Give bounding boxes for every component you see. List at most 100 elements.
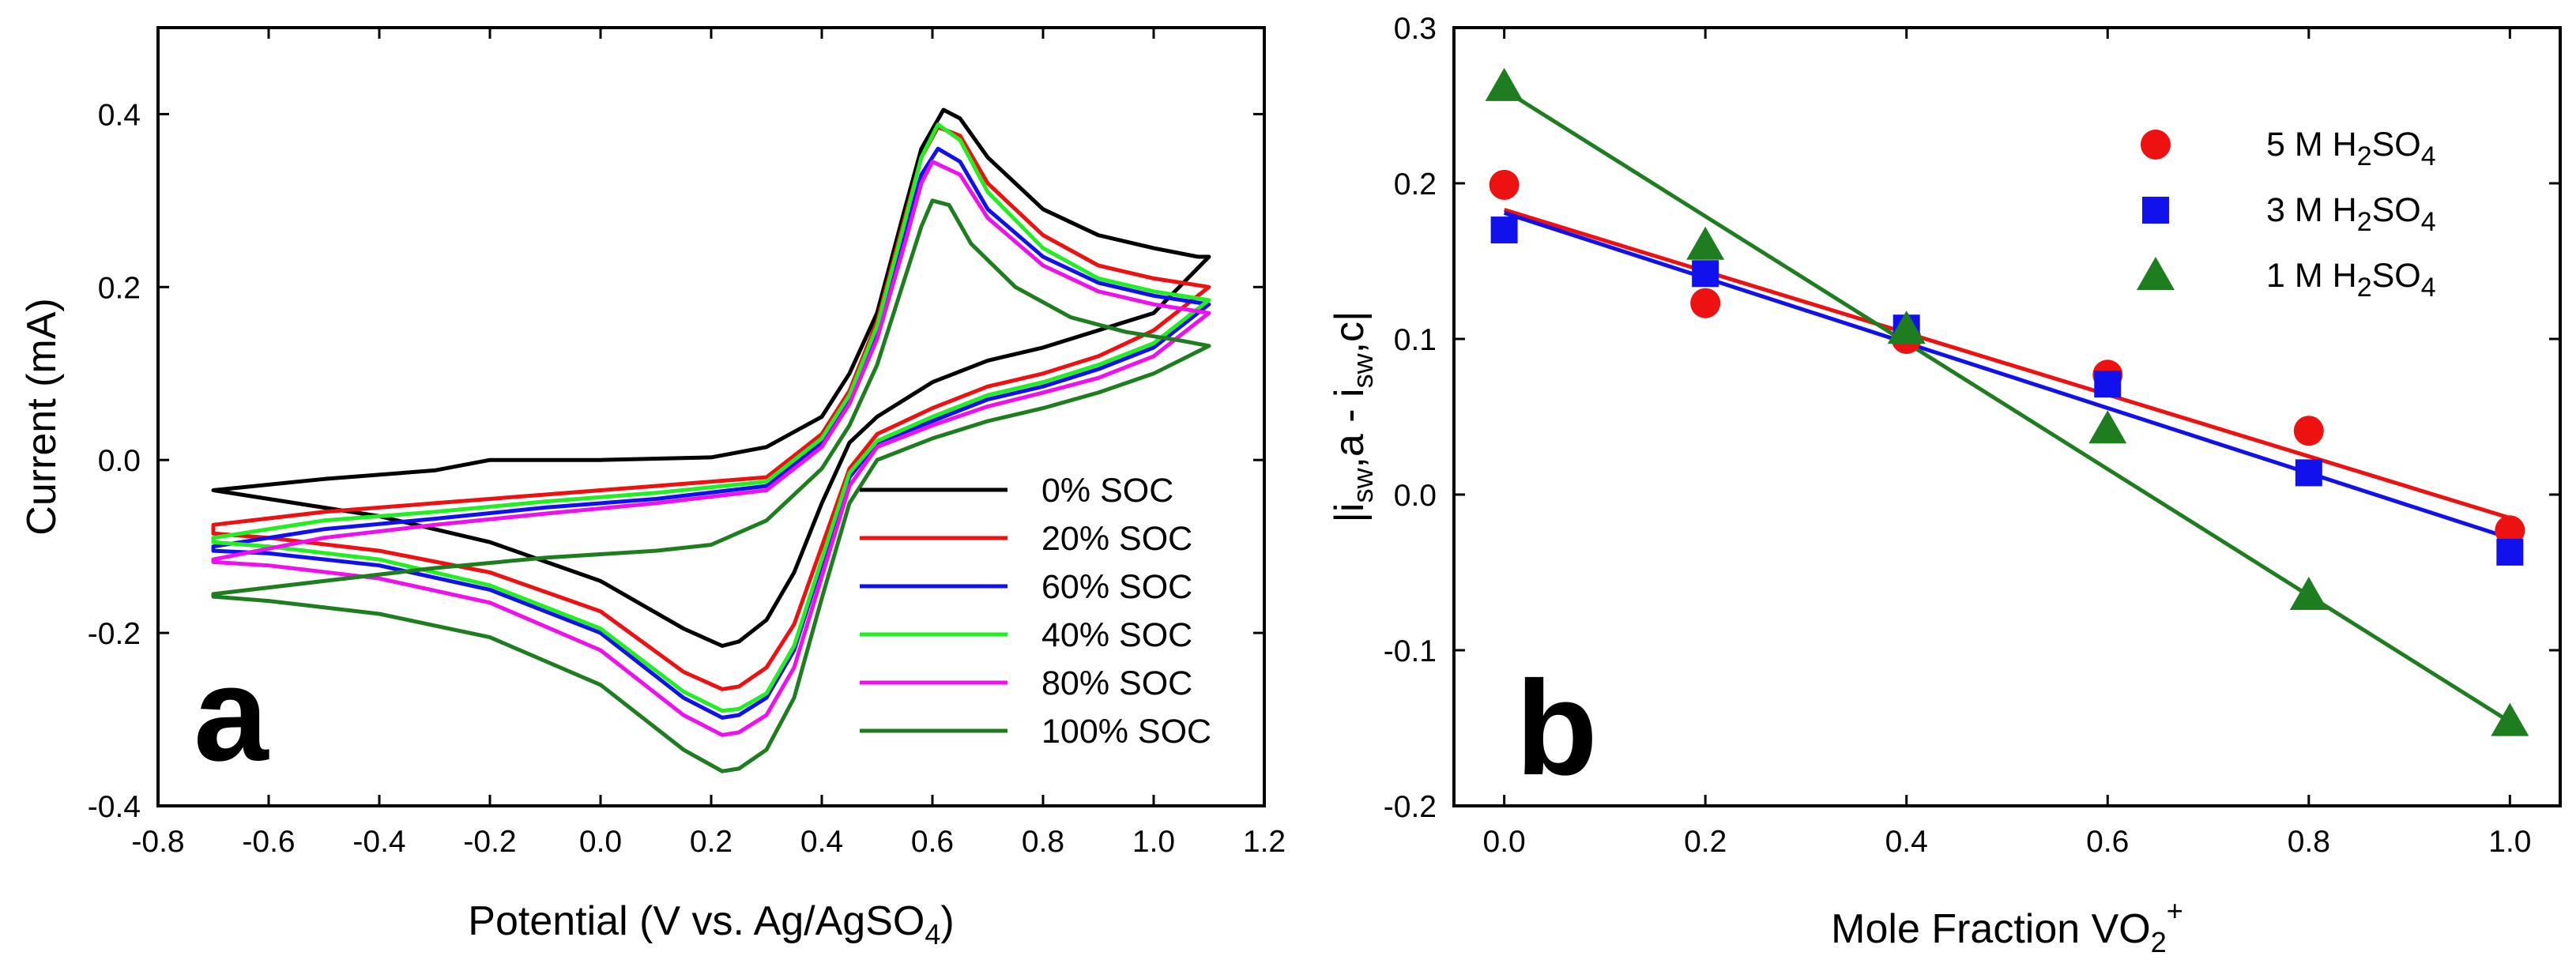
data-point-1-m-h2so4 — [1887, 310, 1926, 344]
panel-b-y-title-part1: |i — [1327, 503, 1373, 523]
data-point-3-m-h2so4 — [2496, 538, 2524, 566]
series-line-60-soc — [211, 146, 1211, 720]
panel-a-x-tick-label: 0.2 — [690, 825, 733, 859]
panel-a-x-tick-label: 0.4 — [800, 825, 843, 859]
legend-label-100-soc: 100% SOC — [1041, 713, 1211, 751]
legend-label-part: 4 — [2421, 207, 2436, 237]
data-point-1-m-h2so4 — [1686, 226, 1725, 260]
panel-b-y-tick-label: 0.1 — [1394, 323, 1437, 357]
panel-b-y-tick-label: 0.2 — [1394, 167, 1437, 201]
panel-a-y-tick-label: 0.4 — [98, 98, 141, 132]
data-point-1-m-h2so4 — [1485, 67, 1523, 101]
panel-b-x-tick-label: 0.8 — [2288, 825, 2330, 859]
panel-a-x-tick-label: 1.2 — [1243, 825, 1286, 859]
panel-b-letter: b — [1516, 653, 1598, 804]
data-point-3-m-h2so4 — [1692, 260, 1719, 288]
panel-a-chart: -0.8 -0.6 -0.4 -0.2 0.0 0.2 0.4 0.6 0.8 1.0 1.2 -0.… — [19, 26, 1286, 950]
legend-label-part: 2 — [2357, 141, 2372, 171]
panel-a-legend: 0% SOC 20% SOC 60% SOC 40% SOC 80% SOC 100% S… — [860, 472, 1211, 751]
data-point-5-m-h2so4 — [2293, 416, 2324, 446]
panel-a-x-tick-label: -0.6 — [242, 825, 295, 859]
panel-a-x-tick-label: 0.8 — [1022, 825, 1064, 859]
data-point-5-m-h2so4 — [1690, 288, 1721, 318]
data-point-1-m-h2so4 — [2491, 702, 2529, 736]
panel-b-x-tick-label: 1.0 — [2488, 825, 2531, 859]
panel-b-y-tick-label: -0.1 — [1384, 634, 1437, 668]
legend-label-3-m-h2so4: 3 M H2SO4 — [2266, 191, 2436, 237]
data-point-1-m-h2so4 — [2088, 410, 2127, 444]
data-point-5-m-h2so4 — [1489, 169, 1520, 200]
panel-b-x-tick-label: 0.2 — [1684, 825, 1727, 859]
data-point-1-m-h2so4 — [2289, 577, 2328, 611]
panel-b-y-tick-label: 0.0 — [1394, 479, 1437, 513]
legend-label-part: SO — [2372, 257, 2421, 295]
panel-a-letter: a — [194, 639, 269, 789]
panel-b-x-title-sup: + — [2167, 894, 2183, 927]
panel-b-series-group — [1485, 67, 2529, 736]
legend-label-part: 2 — [2357, 273, 2372, 303]
legend-label-1-m-h2so4: 1 M H2SO4 — [2266, 257, 2436, 303]
data-point-3-m-h2so4 — [2094, 371, 2122, 398]
panel-b-x-title-main: Mole Fraction VO — [1831, 906, 2151, 952]
panel-a-ticks: -0.8 -0.6 -0.4 -0.2 0.0 0.2 0.4 0.6 0.8 1.0 1.2 -0.… — [88, 28, 1286, 859]
legend-label-part: 4 — [2421, 273, 2436, 303]
legend-label-part: SO — [2372, 126, 2421, 164]
panel-b-y-title-sub2: sw — [1346, 352, 1379, 388]
panel-a-y-axis-title: Current (mA) — [19, 298, 65, 535]
panel-a-x-axis-title: Potential (V vs. Ag/AgSO4) — [468, 898, 954, 950]
panel-a-y-tick-label: -0.4 — [88, 790, 141, 824]
data-point-3-m-h2so4 — [1490, 216, 1518, 244]
panel-a-y-tick-label: 0.0 — [98, 444, 141, 478]
legend-label-60-soc: 60% SOC — [1041, 568, 1192, 606]
panel-b-y-tick-label: -0.2 — [1384, 790, 1437, 824]
legend-label-part: SO — [2372, 191, 2421, 229]
series-line-20-soc — [211, 125, 1211, 691]
panel-a-x-axis-title-sub: 4 — [925, 918, 940, 950]
legend-label-part: 4 — [2421, 141, 2436, 171]
panel-b-x-tick-label: 0.6 — [2086, 825, 2129, 859]
panel-b-y-title-mid: ,a - i — [1327, 388, 1373, 468]
panel-a-x-tick-label: 0.0 — [579, 825, 622, 859]
data-point-5-m-h2so4 — [2495, 515, 2525, 546]
panel-a-x-axis-title-main: Potential (V vs. Ag/AgSO — [468, 898, 925, 944]
panel-a-x-tick-label: 1.0 — [1132, 825, 1175, 859]
panel-b-x-title-sub: 2 — [2151, 926, 2167, 958]
legend-marker-1-m-h2so4 — [2137, 257, 2175, 290]
panel-b-y-axis-title: |isw,a - isw,c| — [1327, 310, 1379, 522]
panel-a-x-tick-label: 0.6 — [911, 825, 954, 859]
fit-line-5-m-h2so4 — [1503, 208, 2511, 520]
panel-a-x-axis-title-end: ) — [940, 898, 954, 944]
series-line-0-soc — [211, 107, 1211, 648]
panel-b-chart: 0.0 0.2 0.4 0.6 0.8 1.0 -0.2 -0.1 0.0 0.1 0.2 0.3 b… — [1327, 12, 2562, 958]
series-line-80-soc — [211, 160, 1211, 737]
panel-a-x-tick-label: -0.2 — [463, 825, 516, 859]
panel-a-y-tick-label: -0.2 — [88, 617, 141, 651]
legend-label-part: 3 M H — [2266, 191, 2357, 229]
panel-b-ticks: 0.0 0.2 0.4 0.6 0.8 1.0 -0.2 -0.1 0.0 0.1 0.2 0.3 — [1384, 12, 2560, 859]
panel-b-x-tick-label: 0.4 — [1885, 825, 1928, 859]
legend-label-80-soc: 80% SOC — [1041, 664, 1192, 702]
panel-a-x-tick-label: -0.8 — [131, 825, 184, 859]
legend-label-part: 2 — [2357, 207, 2372, 237]
panel-a-series-group — [211, 107, 1211, 773]
legend-label-5-m-h2so4: 5 M H2SO4 — [2266, 126, 2436, 171]
legend-marker-3-m-h2so4 — [2142, 197, 2169, 224]
series-line-100-soc — [211, 198, 1211, 773]
panel-a-y-tick-label: 0.2 — [98, 271, 141, 305]
panel-b-y-title-end: ,c| — [1327, 310, 1373, 353]
panel-b-plot-frame — [1452, 26, 2562, 807]
panel-a-x-tick-label: -0.4 — [352, 825, 405, 859]
legend-label-20-soc: 20% SOC — [1041, 520, 1192, 558]
legend-label-40-soc: 40% SOC — [1041, 616, 1192, 654]
data-point-3-m-h2so4 — [2295, 459, 2322, 487]
legend-marker-5-m-h2so4 — [2141, 130, 2171, 160]
panel-b-x-tick-label: 0.0 — [1483, 825, 1526, 859]
panel-b-y-title-sub1: sw — [1346, 468, 1379, 503]
fit-line-1-m-h2so4 — [1503, 88, 2511, 724]
fit-line-3-m-h2so4 — [1503, 211, 2511, 540]
panel-b-y-tick-label: 0.3 — [1394, 12, 1437, 46]
legend-label-part: 1 M H — [2266, 257, 2357, 295]
panel-b-x-axis-title: Mole Fraction VO2+ — [1831, 894, 2183, 958]
